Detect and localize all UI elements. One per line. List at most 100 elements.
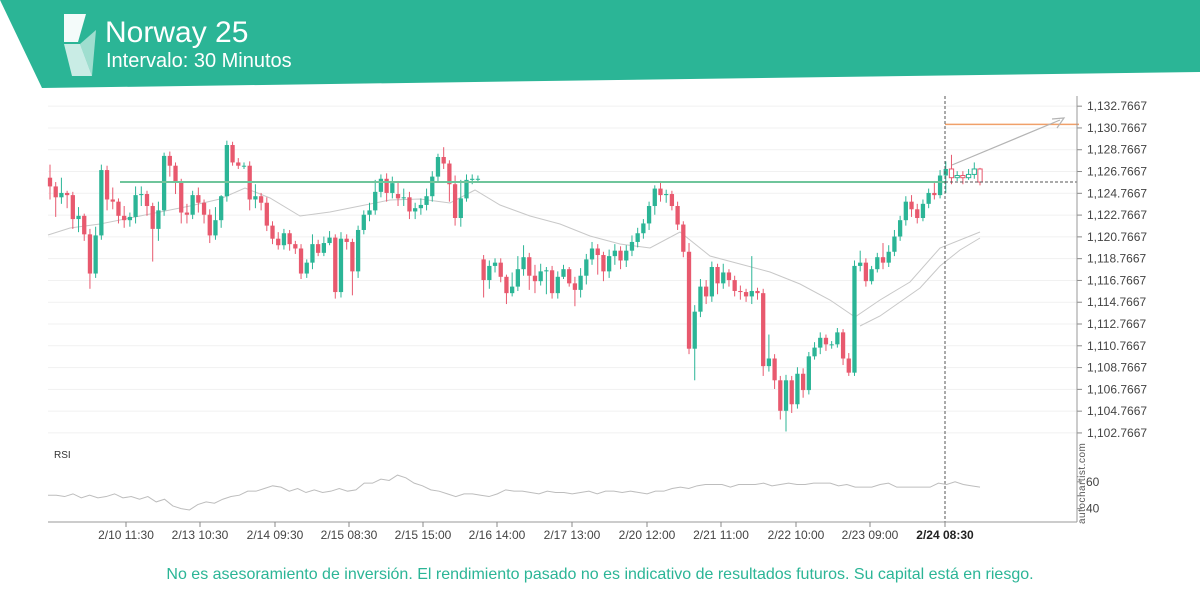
- projection-arrow-icon: [1051, 117, 1066, 129]
- candle-body: [948, 168, 955, 179]
- candle-body: [401, 197, 406, 199]
- candle-body: [567, 269, 572, 284]
- candle-body: [447, 163, 452, 185]
- candle-body: [201, 202, 207, 215]
- rsi-tick-label: 40: [1086, 502, 1100, 516]
- candle-body: [224, 145, 230, 197]
- candle-body: [698, 286, 703, 312]
- candle-body: [555, 276, 560, 294]
- candle-body: [721, 272, 726, 284]
- candle-body: [219, 196, 224, 221]
- candle-body: [99, 170, 104, 236]
- candle-body: [161, 155, 167, 211]
- candle-body: [139, 194, 144, 196]
- y-tick-label: 1,110.7667: [1087, 339, 1146, 353]
- candle-body: [327, 237, 332, 244]
- x-tick-label: 2/17 13:00: [544, 528, 601, 542]
- candle-body: [281, 233, 287, 246]
- candle-body: [971, 168, 977, 175]
- x-tick-label: 2/21 11:00: [693, 528, 749, 542]
- candle-body: [675, 206, 680, 225]
- x-tick-label: 2/14 09:30: [247, 528, 304, 542]
- candle-body: [76, 215, 81, 220]
- y-tick-label: 1,108.7667: [1087, 361, 1147, 375]
- candle-body: [378, 178, 384, 192]
- y-tick-label: 1,118.7667: [1087, 252, 1146, 266]
- candle-body: [692, 311, 697, 349]
- candle-body: [304, 262, 309, 274]
- candle-body: [70, 195, 75, 220]
- x-tick-label: 2/10 11:30: [98, 528, 154, 542]
- candle-body: [367, 210, 372, 215]
- candle-body: [167, 155, 172, 166]
- candle-body: [977, 168, 983, 183]
- y-tick-label: 1,126.7667: [1087, 165, 1147, 179]
- candle-body: [892, 236, 897, 252]
- y-tick-label: 1,116.7667: [1087, 273, 1146, 287]
- candle-body: [806, 356, 811, 391]
- y-tick-label: 1,130.7667: [1087, 121, 1147, 135]
- y-tick-label: 1,114.7667: [1087, 295, 1146, 309]
- candle-body: [726, 272, 732, 281]
- candle-body: [384, 178, 389, 193]
- candle-body: [64, 192, 70, 196]
- candle-body: [755, 290, 760, 294]
- y-tick-label: 1,124.7667: [1087, 186, 1147, 200]
- candle-body: [87, 234, 93, 274]
- candle-body: [264, 202, 269, 226]
- x-tick-label: 2/13 10:30: [172, 528, 229, 542]
- candle-body: [435, 156, 441, 177]
- x-tick-label: 2/15 15:00: [395, 528, 452, 542]
- header-banner: [0, 0, 1200, 88]
- candle-body: [852, 265, 857, 373]
- candle-body: [658, 188, 663, 196]
- candle-body: [863, 262, 869, 282]
- candle-body: [390, 183, 395, 193]
- candle-body: [624, 250, 629, 261]
- moving-average-line: [47, 187, 981, 318]
- candle-body: [344, 238, 349, 242]
- candle-body: [470, 178, 475, 180]
- candle-body: [778, 380, 783, 411]
- y-axis: 1,132.7667 1,130.7667 1,128.7667 1,126.7667…: [1076, 96, 1147, 522]
- candle-body: [920, 203, 926, 218]
- candle-body: [732, 280, 737, 291]
- candle-body: [846, 358, 851, 373]
- candle-body: [156, 210, 161, 229]
- candle-body: [686, 251, 692, 349]
- candle-body: [424, 196, 429, 205]
- candle-body: [572, 283, 578, 290]
- rsi-line: [48, 474, 981, 511]
- candle-body: [258, 196, 264, 203]
- candle-body: [743, 292, 749, 297]
- rsi-panel: RSI 60 40: [48, 450, 1100, 516]
- chart-interval-subtitle: Intervalo: 30 Minutos: [106, 50, 292, 72]
- candle-body: [276, 238, 281, 246]
- candle-body: [635, 233, 640, 242]
- y-tick-label: 1,132.7667: [1087, 99, 1147, 113]
- candle-body: [749, 290, 754, 297]
- candle-body: [481, 259, 486, 281]
- candle-body: [943, 168, 948, 176]
- projection-line: [951, 119, 1061, 166]
- candle-body: [578, 275, 583, 290]
- candle-body: [475, 178, 481, 180]
- candle-body: [681, 224, 686, 252]
- candle-body: [395, 194, 401, 199]
- candle-body: [498, 262, 503, 277]
- price-levels: [120, 96, 1079, 522]
- candle-body: [835, 332, 840, 345]
- candle-body: [333, 237, 338, 293]
- candle-body: [595, 248, 600, 256]
- candle-body: [287, 233, 292, 245]
- candle-body: [641, 223, 646, 234]
- x-tick-label: 2/20 12:00: [619, 528, 676, 542]
- candle-body: [82, 215, 87, 235]
- y-tick-label: 1,120.7667: [1087, 230, 1147, 244]
- candle-body: [122, 215, 127, 221]
- candle-body: [549, 270, 555, 294]
- moving-average-line: [859, 237, 981, 327]
- candle-body: [703, 286, 709, 297]
- chart-gridlines: [48, 105, 1077, 434]
- candle-body: [800, 373, 806, 391]
